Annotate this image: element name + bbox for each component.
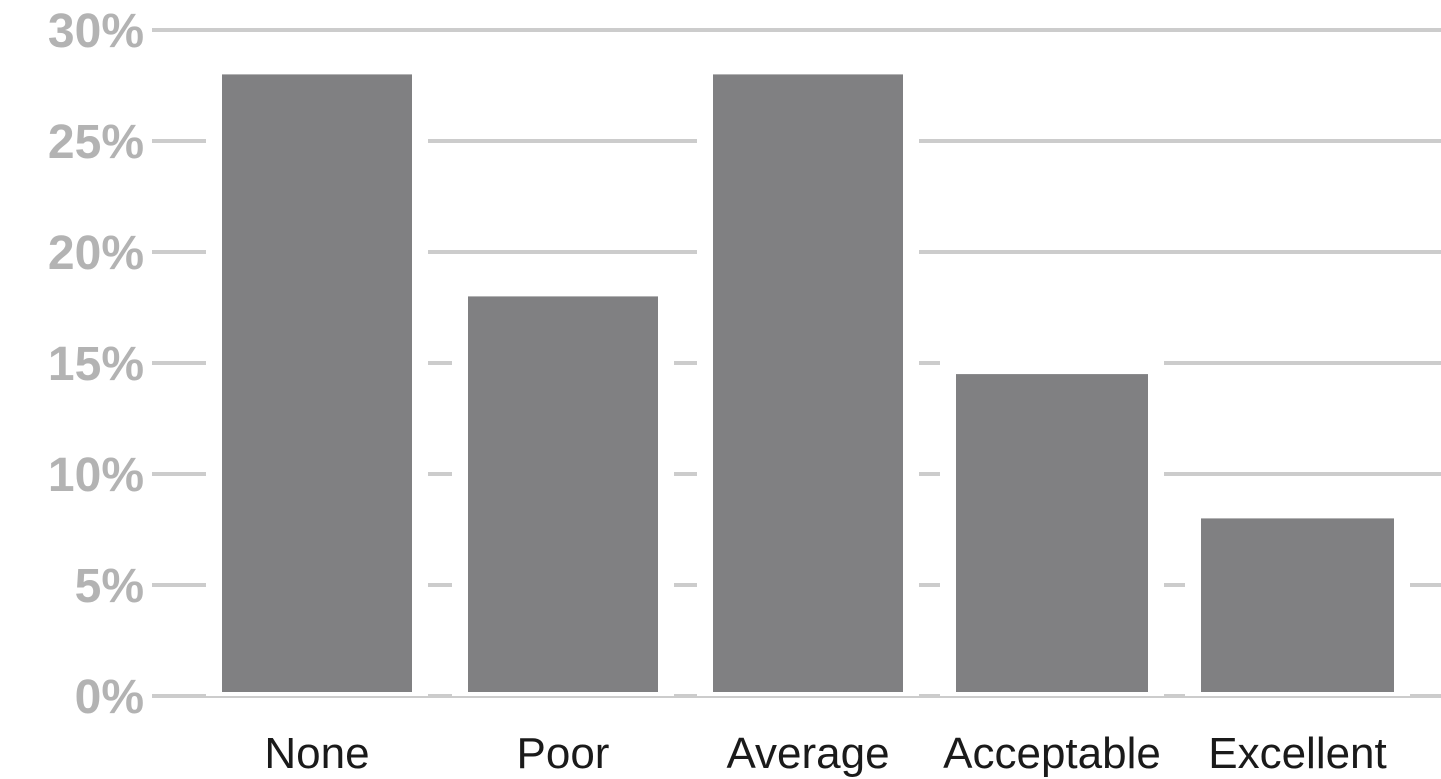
x-tick-label-average: Average — [726, 729, 889, 778]
x-tick-label-excellent: Excellent — [1208, 729, 1387, 778]
bar-average — [713, 74, 903, 692]
x-axis-tick-labels: None Poor Average Acceptable Excellent — [264, 729, 1386, 778]
y-tick-label-0: 0% — [75, 671, 144, 724]
bar-none — [222, 74, 412, 692]
y-tick-label-25: 25% — [48, 116, 144, 169]
x-tick-label-poor: Poor — [517, 729, 610, 778]
y-tick-label-10: 10% — [48, 449, 144, 502]
bar-acceptable — [956, 374, 1148, 692]
y-tick-label-5: 5% — [75, 560, 144, 613]
y-axis-tick-labels: 0% 5% 10% 15% 20% 25% 30% — [48, 5, 144, 724]
x-tick-label-none: None — [264, 729, 369, 778]
bar-excellent — [1201, 518, 1394, 692]
y-tick-label-30: 30% — [48, 5, 144, 58]
x-tick-label-acceptable: Acceptable — [943, 729, 1161, 778]
bar-poor — [468, 296, 658, 692]
y-tick-label-15: 15% — [48, 338, 144, 391]
y-tick-label-20: 20% — [48, 227, 144, 280]
bars — [206, 60, 1410, 696]
